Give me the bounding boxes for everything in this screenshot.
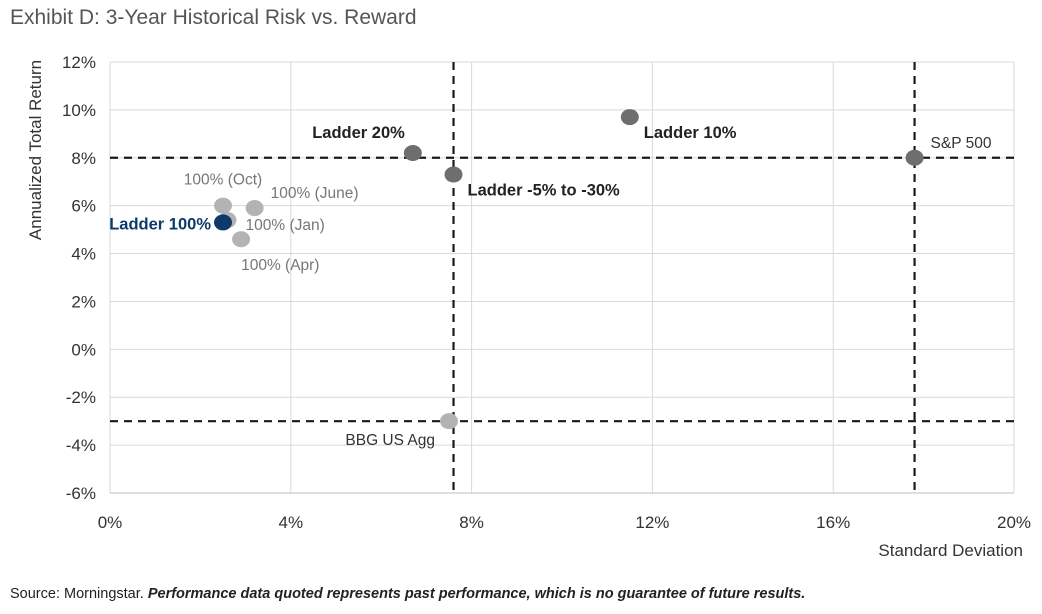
x-tick-label: 4%	[279, 513, 304, 532]
x-tick-label: 0%	[98, 513, 123, 532]
tick-labels: -6% -4% -2% 0% 2% 4% 6% 8% 10% 12% 0% 4% 8% 12% 16% 20%	[62, 53, 1031, 532]
point-label: 100% (Jan)	[246, 217, 325, 234]
data-point	[245, 200, 264, 217]
point-label: 100% (Oct)	[184, 172, 262, 189]
x-tick-label: 20%	[997, 513, 1031, 532]
x-tick-label: 16%	[816, 513, 850, 532]
data-point	[232, 231, 251, 248]
data-point	[620, 109, 639, 126]
reference-lines	[110, 62, 1014, 493]
point-label: Ladder 10%	[644, 124, 737, 142]
scatter-chart: -6% -4% -2% 0% 2% 4% 6% 8% 10% 12% 0% 4% 8% 12% 16% 20%…	[26, 53, 1031, 560]
data-point	[214, 197, 232, 214]
y-tick-label: 10%	[62, 101, 96, 120]
y-tick-label: -2%	[66, 388, 96, 407]
y-tick-label: 12%	[62, 53, 96, 72]
point-label: Ladder 20%	[312, 124, 405, 142]
x-tick-label: 12%	[635, 513, 669, 532]
point-label: Ladder 100%	[109, 215, 211, 233]
y-tick-label: 6%	[71, 197, 96, 216]
data-point	[403, 144, 422, 161]
grid-lines	[109, 61, 1015, 494]
source-note: Source: Morningstar. Performance data qu…	[10, 586, 805, 602]
point-label: Ladder -5% to -30%	[468, 182, 621, 200]
source-prefix: Source: Morningstar.	[10, 586, 144, 602]
y-axis-label: Annualized Total Return	[26, 60, 45, 240]
data-point	[440, 413, 458, 430]
point-label: S&P 500	[931, 135, 992, 152]
y-tick-label: -6%	[66, 484, 96, 503]
y-tick-label: 8%	[71, 149, 96, 168]
data-point	[905, 149, 924, 166]
x-axis-label: Standard Deviation	[878, 541, 1023, 560]
y-tick-label: 4%	[71, 245, 96, 264]
point-label: 100% (June)	[271, 185, 359, 202]
point-label: BBG US Agg	[345, 432, 435, 449]
y-tick-label: 0%	[71, 340, 96, 359]
x-tick-label: 8%	[459, 513, 484, 532]
disclaimer-text: Performance data quoted represents past …	[147, 586, 806, 602]
y-tick-label: -4%	[66, 436, 96, 455]
y-tick-label: 2%	[71, 292, 96, 311]
data-points	[214, 109, 924, 430]
point-labels: Ladder 20% Ladder 10% S&P 500 Ladder -5% to…	[109, 124, 992, 449]
data-point	[444, 166, 463, 183]
chart-title: Exhibit D: 3-Year Historical Risk vs. Re…	[10, 6, 417, 29]
data-point	[214, 214, 232, 231]
point-label: 100% (Apr)	[241, 257, 319, 274]
